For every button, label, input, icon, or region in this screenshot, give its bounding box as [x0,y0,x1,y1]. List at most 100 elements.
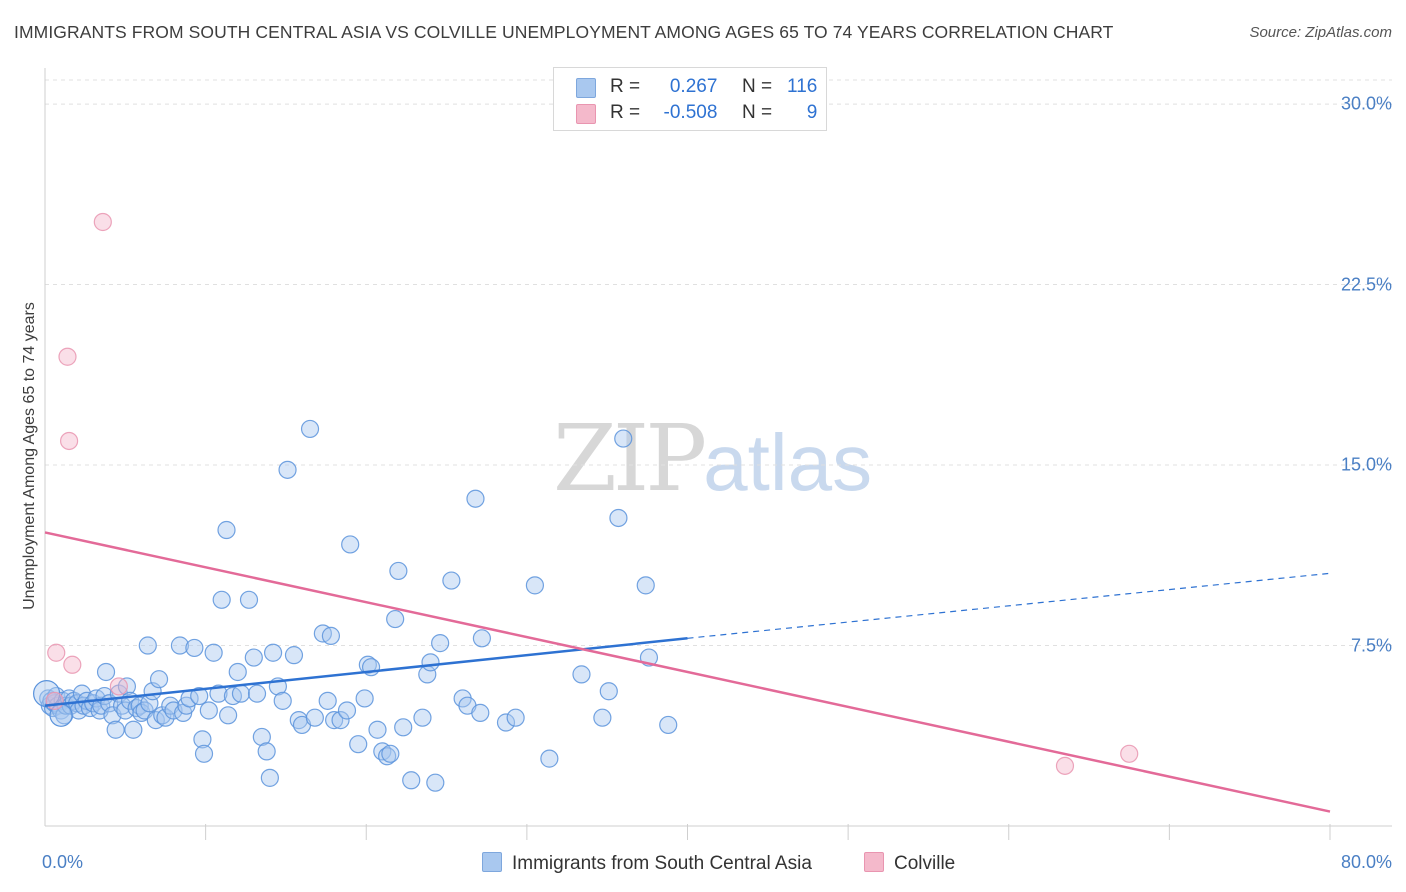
bottom-legend-colville: Colville [864,852,955,875]
data-point [572,665,591,684]
y-axis-label: Unemployment Among Ages 65 to 74 years [21,302,38,610]
data-point [659,715,678,735]
data-point [355,689,374,708]
data-point [466,489,485,508]
bottom-legend-swatch-blue [482,852,502,872]
data-point [321,626,341,645]
legend-r-value: 0.267 [669,76,718,97]
bottom-legend-swatch-pink [864,852,884,872]
legend-stats-colville: R = -0.508 N = 9 [610,102,817,124]
legend-swatch-blue [576,78,596,98]
data-point [106,720,125,739]
y-tick-label: 22.5% [1340,274,1392,295]
trend-lines [44,531,1331,813]
correlation-legend: R = 0.267 N = 116 R = -0.508 N = 9 [553,67,827,131]
data-point [219,706,238,725]
data-point [442,571,461,590]
data-point [263,643,283,662]
data-point [247,684,267,703]
x-tick-label-max: 80.0% [1340,852,1392,872]
data-point [305,708,324,727]
data-point [325,711,344,730]
watermark-zip: ZIP [553,405,707,512]
data-point [394,718,413,737]
data-point [149,670,169,689]
data-point [471,703,490,722]
data-point [472,629,491,648]
chart-title: IMMIGRANTS FROM SOUTH CENTRAL ASIA VS CO… [14,22,1114,42]
data-point [381,744,400,763]
data-point [47,643,66,662]
data-point [217,520,236,540]
bottom-legend-label: Immigrants from South Central Asia [512,853,812,874]
data-point [45,691,64,710]
data-point [239,590,259,609]
data-point [124,720,143,739]
data-point [378,747,397,766]
data-point [199,701,218,720]
axes [44,68,1392,840]
data-point [496,713,516,732]
series-immigrants-points [33,419,678,792]
data-point [506,708,525,727]
bottom-legend-label: Colville [894,853,956,874]
legend-n-value: 116 [787,76,818,97]
data-point [636,576,655,595]
legend-r-label: R = [610,102,641,123]
trend-line-immigrants-extension [687,572,1331,639]
legend-stats-immigrants: R = 0.267 N = 116 [610,76,817,98]
data-point [593,708,612,727]
data-point [109,677,128,696]
data-point [402,771,421,790]
data-point [1120,744,1139,763]
y-tick-label: 15.0% [1340,454,1392,475]
data-point [257,742,276,761]
data-point [284,646,304,665]
data-point [194,744,214,763]
data-point [358,655,377,674]
bottom-legend-immigrants: Immigrants from South Central Asia [482,852,812,875]
legend-r-value: -0.508 [663,102,718,123]
data-point [300,419,320,439]
data-point [331,711,350,730]
legend-n-label: N = [741,102,773,123]
data-point [318,691,337,710]
series-colville-points [45,212,1139,775]
data-point [386,609,405,629]
data-point [96,662,116,682]
data-point [260,768,279,787]
data-point [599,682,618,701]
legend-r-label: R = [610,76,641,97]
data-point [368,720,387,739]
source-credit: Source: ZipAtlas.com [1249,24,1392,41]
data-point [185,638,204,658]
legend-n-label: N = [741,76,773,97]
watermark-atlas: atlas [703,418,873,507]
data-point [540,749,559,768]
data-point [209,684,228,703]
data-point [212,590,231,609]
grid-lines [45,79,1392,647]
data-point [231,684,251,703]
data-point [228,662,247,682]
data-point [431,634,450,653]
data-point [609,508,628,528]
y-tick-label: 30.0% [1340,93,1392,114]
data-point [58,347,77,366]
legend-n-value: 9 [806,102,818,123]
data-point [170,636,190,655]
data-point [138,636,157,655]
x-tick-label-min: 0.0% [42,852,84,872]
trend-line-colville [44,531,1331,813]
data-point [341,535,360,554]
data-point [389,561,408,581]
data-point [244,648,263,667]
data-point [525,576,545,595]
data-point [426,773,445,792]
data-point [193,730,212,749]
data-point [273,691,292,710]
legend-swatch-pink [576,104,596,124]
y-tick-label: 7.5% [1350,635,1392,656]
watermark: ZIPatlas [553,405,872,512]
